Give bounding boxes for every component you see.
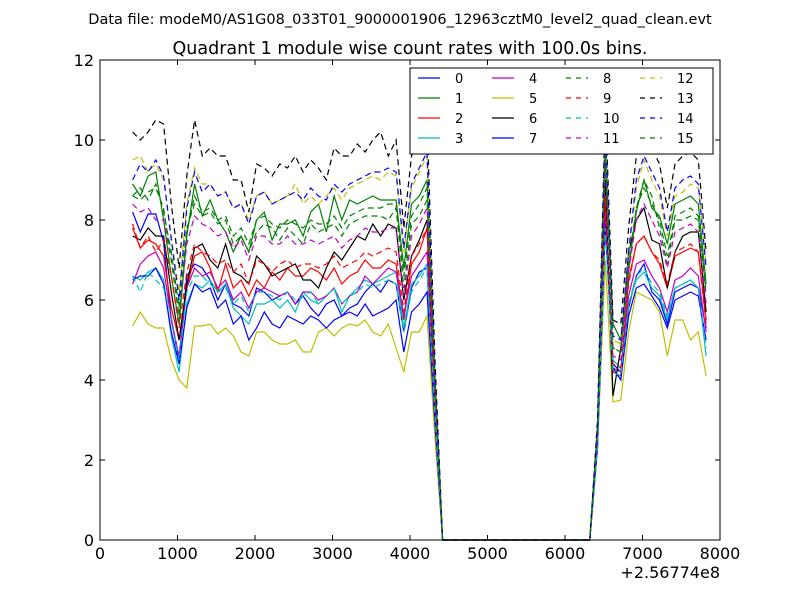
legend-label-14: 14 bbox=[677, 112, 694, 127]
legend-label-5: 5 bbox=[529, 92, 537, 107]
plot-series-group bbox=[132, 103, 707, 541]
legend-label-9: 9 bbox=[603, 92, 611, 107]
legend-frame bbox=[409, 67, 714, 155]
y-tick-label: 2 bbox=[84, 451, 94, 470]
legend-label-15: 15 bbox=[677, 132, 694, 147]
legend-label-12: 12 bbox=[677, 72, 694, 87]
series-line-13 bbox=[132, 103, 707, 541]
axis-ticks-group: 0 1000 2000 3000 4000 5000 6000 7000 80000246810… bbox=[74, 51, 741, 563]
legend-label-6: 6 bbox=[529, 112, 537, 127]
x-tick-label: 8000 bbox=[700, 544, 741, 563]
chart-title: Quadrant 1 module wise count rates with … bbox=[173, 39, 648, 59]
legend-label-4: 4 bbox=[529, 72, 537, 87]
series-line-14 bbox=[132, 123, 707, 541]
x-tick-label: 3000 bbox=[312, 544, 353, 563]
series-line-4 bbox=[132, 211, 707, 541]
x-tick-label: 0 bbox=[95, 544, 105, 563]
legend-label-0: 0 bbox=[455, 72, 463, 87]
x-tick-label: 2000 bbox=[235, 544, 276, 563]
legend-label-10: 10 bbox=[603, 112, 620, 127]
x-offset-label: +2.56774e8 bbox=[620, 563, 720, 582]
legend-label-13: 13 bbox=[677, 92, 694, 107]
y-tick-label: 10 bbox=[74, 131, 94, 150]
y-tick-label: 4 bbox=[84, 371, 94, 390]
series-line-12 bbox=[132, 127, 707, 541]
y-tick-label: 6 bbox=[84, 291, 94, 310]
series-line-9 bbox=[132, 195, 707, 541]
series-line-15 bbox=[132, 147, 707, 541]
legend-label-1: 1 bbox=[455, 92, 463, 107]
series-line-7 bbox=[132, 223, 707, 541]
legend-label-8: 8 bbox=[603, 72, 611, 87]
series-line-8 bbox=[132, 143, 707, 541]
x-tick-label: 7000 bbox=[622, 544, 663, 563]
series-line-5 bbox=[132, 259, 707, 541]
legend-label-7: 7 bbox=[529, 132, 537, 147]
series-line-11 bbox=[132, 159, 707, 541]
y-tick-label: 0 bbox=[84, 531, 94, 550]
legend-label-2: 2 bbox=[455, 112, 463, 127]
series-line-10 bbox=[132, 227, 707, 541]
x-tick-label: 6000 bbox=[545, 544, 586, 563]
x-tick-label: 1000 bbox=[157, 544, 198, 563]
y-tick-label: 12 bbox=[74, 51, 94, 70]
x-tick-label: 5000 bbox=[467, 544, 508, 563]
y-tick-label: 8 bbox=[84, 211, 94, 230]
legend-label-11: 11 bbox=[603, 132, 620, 147]
x-tick-label: 4000 bbox=[390, 544, 431, 563]
legend-label-3: 3 bbox=[455, 132, 463, 147]
figure-suptitle: Data file: modeM0/AS1G08_033T01_90000019… bbox=[88, 12, 712, 28]
